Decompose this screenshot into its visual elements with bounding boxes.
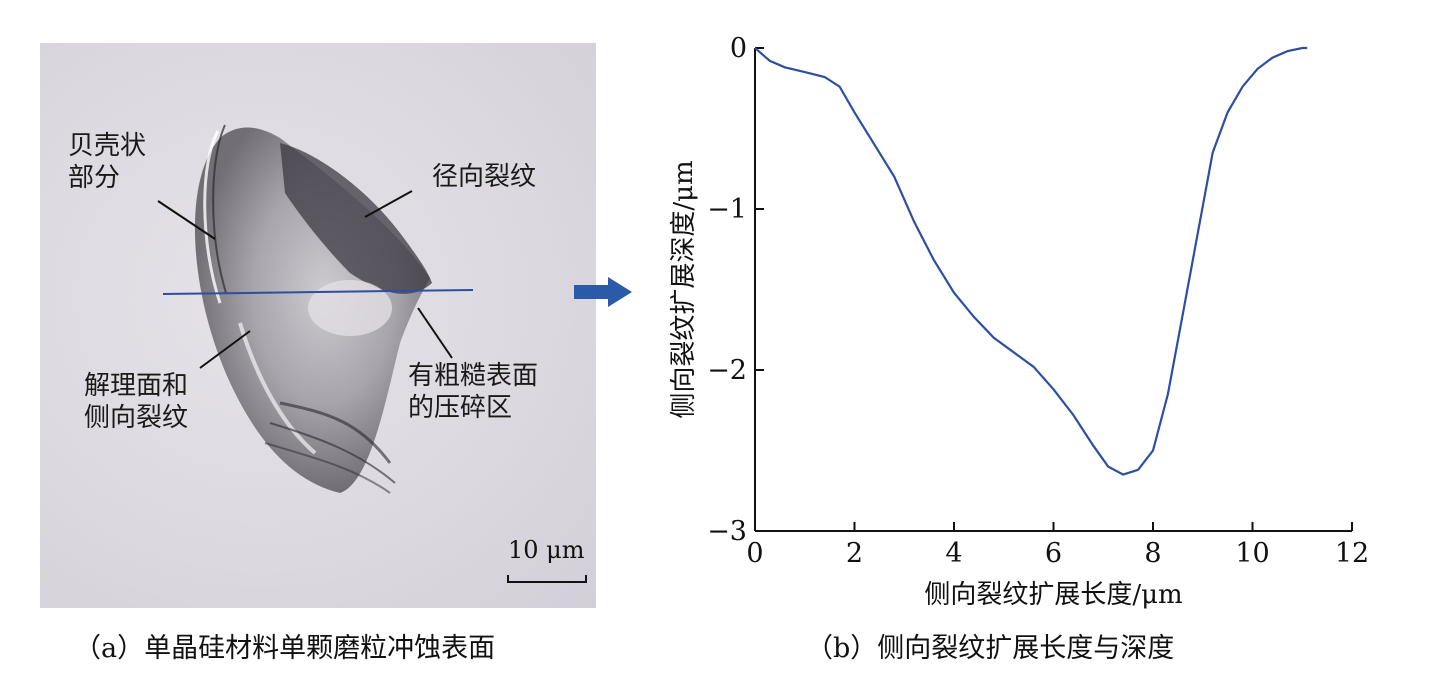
scale-bar	[507, 575, 587, 583]
chart-axes	[754, 48, 1352, 532]
y-tick-label: 0	[730, 33, 747, 64]
x-tick-label: 0	[746, 538, 763, 569]
x-tick-label: 2	[846, 538, 863, 569]
x-tick-label: 10	[1235, 538, 1269, 569]
y-tick-label: −3	[707, 516, 747, 547]
x-axis-ticks: 0 2 4 6 8 10 12	[746, 522, 1369, 569]
leader-line	[417, 307, 453, 359]
scale-bar-label: 10 μm	[508, 536, 585, 564]
y-axis-label: 侧向裂纹扩展深度/μm	[669, 160, 699, 418]
caption-a: （a）单晶硅材料单颗磨粒冲蚀表面	[74, 633, 496, 664]
x-tick-label: 12	[1335, 538, 1369, 569]
label-radial-crack: 径向裂纹	[432, 162, 537, 192]
section-line	[162, 289, 474, 295]
y-axis-ticks: 0 −1 −2 −3	[707, 33, 764, 547]
y-tick-label: −1	[707, 194, 747, 225]
micrograph-panel: 贝壳状 部分 径向裂纹 解理面和 侧向裂纹 有粗糙表面 的压碎区 10 μm	[40, 43, 596, 608]
x-tick-label: 4	[945, 538, 962, 569]
label-shell-part: 贝壳状 部分	[68, 131, 147, 193]
leader-line	[199, 330, 251, 369]
caption-b: （b）侧向裂纹扩展长度与深度	[806, 633, 1175, 664]
label-cleavage: 解理面和 侧向裂纹	[84, 371, 189, 433]
depth-profile-line	[754, 46, 1308, 476]
x-tick-label: 6	[1045, 538, 1062, 569]
label-crushed-zone: 有粗糙表面 的压碎区	[408, 361, 539, 423]
leader-line	[364, 190, 413, 218]
x-tick-label: 8	[1144, 538, 1161, 569]
right-arrow-icon	[574, 277, 632, 307]
micrograph-image	[157, 124, 474, 494]
x-axis-label: 侧向裂纹扩展长度/μm	[924, 580, 1182, 610]
y-tick-label: −2	[707, 355, 747, 386]
depth-profile-chart: 0 −1 −2 −3 0 2 4 6 8 10 12 侧向裂纹扩展长度/μm 侧向裂纹扩展深度/μ…	[669, 33, 1369, 610]
leader-line	[157, 200, 216, 240]
